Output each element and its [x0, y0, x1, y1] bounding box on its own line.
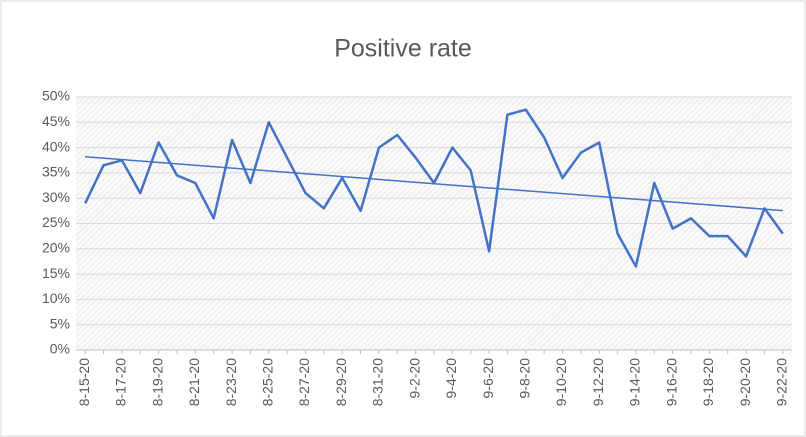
x-tick-label: 8-17-20: [113, 358, 129, 406]
y-tick-label: 15%: [42, 265, 70, 281]
x-tick-label: 9-14-20: [627, 358, 643, 406]
x-tick-label: 8-27-20: [296, 358, 312, 406]
x-tick-label: 8-19-20: [149, 358, 165, 406]
x-tick-label: 9-18-20: [700, 358, 716, 406]
x-tick-label: 9-16-20: [663, 358, 679, 406]
x-tick-label: 9-8-20: [516, 358, 532, 399]
y-tick-label: 35%: [42, 164, 70, 180]
x-tick-label: 9-6-20: [480, 358, 496, 399]
x-tick-label: 8-23-20: [223, 358, 239, 406]
y-tick-label: 40%: [42, 138, 70, 154]
x-tick-label: 8-21-20: [186, 358, 202, 406]
y-tick-label: 0%: [50, 341, 70, 357]
y-tick-label: 25%: [42, 214, 70, 230]
y-tick-label: 45%: [42, 113, 70, 129]
x-tick-label: 9-4-20: [443, 358, 459, 399]
trendline: [85, 155, 783, 212]
chart-title: Positive rate: [334, 35, 472, 63]
x-tick-label: 9-2-20: [406, 358, 422, 399]
x-tick-label: 9-22-20: [774, 358, 790, 406]
y-tick-label: 5%: [50, 315, 70, 331]
x-tick-label: 8-25-20: [259, 358, 275, 406]
x-tick-label: 8-29-20: [333, 358, 349, 406]
x-tick-label: 8-15-20: [76, 358, 92, 406]
x-tick-label: 9-10-20: [553, 358, 569, 406]
x-tick-label: 9-20-20: [737, 358, 753, 406]
x-tick-label: 9-12-20: [590, 358, 606, 406]
y-tick-label: 10%: [42, 290, 70, 306]
x-tick-label: 8-31-20: [370, 358, 386, 406]
y-tick-label: 30%: [42, 189, 70, 205]
y-tick-label: 50%: [42, 88, 70, 104]
y-tick-label: 20%: [42, 240, 70, 256]
